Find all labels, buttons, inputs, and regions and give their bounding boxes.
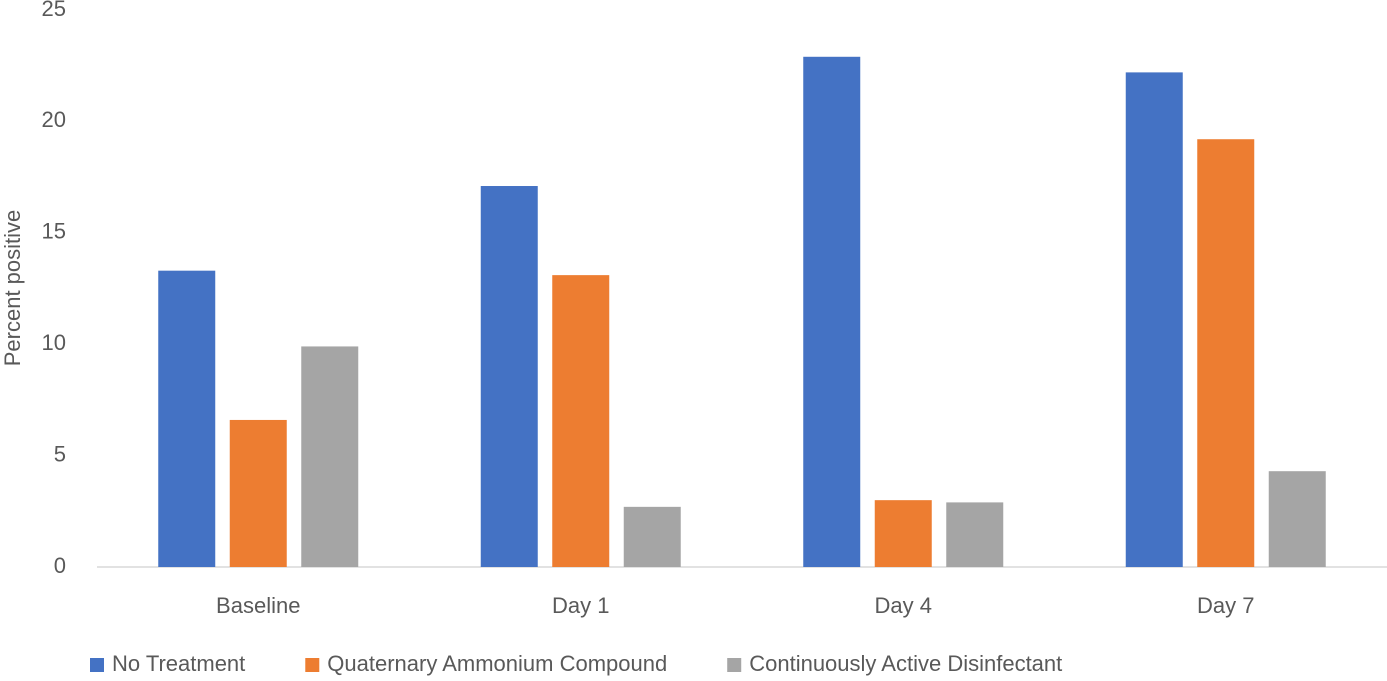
bar <box>874 500 932 567</box>
bar <box>301 346 359 567</box>
legend-swatch <box>90 658 104 672</box>
bar <box>946 502 1004 567</box>
x-tick-label: Day 7 <box>1197 593 1254 618</box>
bar <box>1125 72 1183 567</box>
bar <box>158 270 216 567</box>
y-axis-label: Percent positive <box>0 210 25 367</box>
y-tick-label: 10 <box>42 330 66 355</box>
x-tick-label: Day 1 <box>552 593 609 618</box>
bar <box>1197 139 1255 567</box>
y-tick-label: 5 <box>54 441 66 466</box>
y-tick-label: 20 <box>42 107 66 132</box>
legend-label: Continuously Active Disinfectant <box>749 651 1062 676</box>
y-tick-label: 15 <box>42 219 66 244</box>
legend-label: Quaternary Ammonium Compound <box>327 651 667 676</box>
bar <box>1268 471 1326 567</box>
x-tick-label: Baseline <box>216 593 300 618</box>
bar <box>803 56 861 568</box>
y-tick-label: 0 <box>54 553 66 578</box>
bar <box>480 186 538 567</box>
legend-swatch <box>305 658 320 672</box>
legend-swatch <box>727 658 742 672</box>
bar <box>623 506 681 567</box>
x-tick-label: Day 4 <box>875 593 932 618</box>
bar <box>552 275 610 567</box>
y-tick-label: 25 <box>42 0 66 21</box>
bar <box>229 419 287 567</box>
legend-label: No Treatment <box>112 651 245 676</box>
